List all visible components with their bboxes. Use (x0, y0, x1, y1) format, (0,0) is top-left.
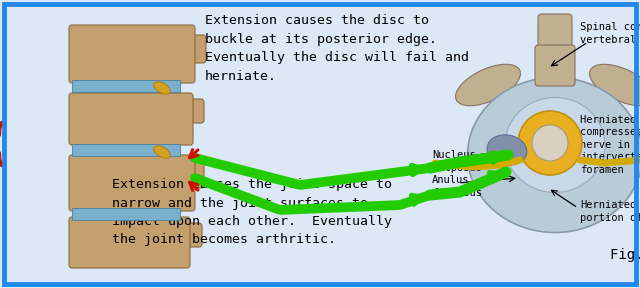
Ellipse shape (154, 82, 170, 94)
Text: Anulus
fibrosus: Anulus fibrosus (432, 175, 482, 198)
FancyBboxPatch shape (69, 217, 190, 268)
Circle shape (518, 111, 582, 175)
Circle shape (532, 125, 568, 161)
Ellipse shape (487, 135, 527, 165)
Ellipse shape (589, 64, 640, 106)
Text: Spinal cord within
vertebral canal: Spinal cord within vertebral canal (580, 22, 640, 45)
Text: Herniated
portion of disc: Herniated portion of disc (580, 200, 640, 223)
FancyBboxPatch shape (72, 144, 180, 156)
FancyBboxPatch shape (69, 25, 195, 83)
Text: Fig. 12: Fig. 12 (610, 248, 640, 262)
FancyBboxPatch shape (172, 162, 204, 188)
FancyBboxPatch shape (172, 99, 204, 123)
FancyBboxPatch shape (172, 35, 206, 63)
FancyBboxPatch shape (172, 223, 202, 247)
Ellipse shape (505, 98, 605, 192)
Text: Herniated disc
compresses
nerve in
intervertebral
foramen: Herniated disc compresses nerve in inter… (580, 115, 640, 175)
Ellipse shape (456, 64, 520, 106)
Text: Extension causes the disc to
buckle at its posterior edge.
Eventually the disc w: Extension causes the disc to buckle at i… (205, 14, 469, 82)
FancyBboxPatch shape (535, 45, 575, 86)
FancyBboxPatch shape (72, 208, 180, 220)
FancyBboxPatch shape (69, 155, 195, 211)
FancyBboxPatch shape (69, 93, 193, 145)
FancyBboxPatch shape (72, 80, 180, 92)
Ellipse shape (467, 77, 640, 232)
Text: Nucleus
pulposus: Nucleus pulposus (432, 150, 482, 173)
Ellipse shape (154, 146, 170, 158)
FancyBboxPatch shape (538, 14, 572, 62)
Text: Extension causes the joint space to
narrow and the joint surfaces to
impact upon: Extension causes the joint space to narr… (112, 178, 392, 247)
